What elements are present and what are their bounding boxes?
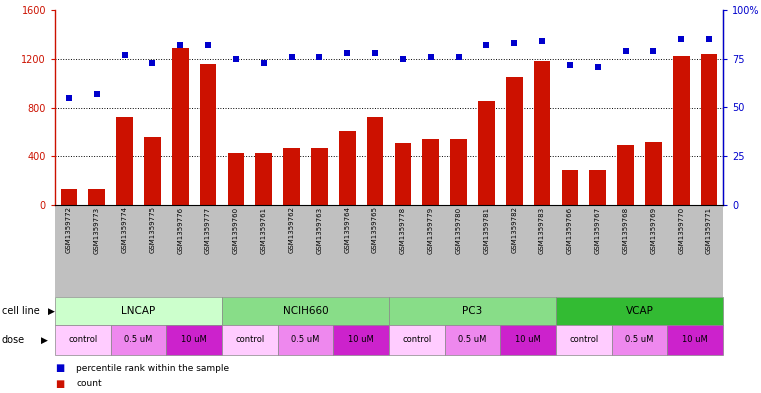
Point xyxy=(202,42,214,48)
Bar xyxy=(311,148,328,205)
Bar xyxy=(478,101,495,205)
Point xyxy=(230,55,242,62)
Point xyxy=(536,38,548,44)
Point xyxy=(341,50,353,56)
Text: 0.5 uM: 0.5 uM xyxy=(626,336,654,345)
Text: ▶: ▶ xyxy=(48,307,56,316)
Point xyxy=(258,59,270,66)
Bar xyxy=(228,152,244,205)
Bar xyxy=(617,145,634,205)
Text: dose: dose xyxy=(2,335,24,345)
Point xyxy=(453,54,465,60)
Text: 0.5 uM: 0.5 uM xyxy=(458,336,487,345)
Bar xyxy=(199,64,216,205)
Text: control: control xyxy=(569,336,598,345)
Point xyxy=(508,40,521,46)
Text: 10 uM: 10 uM xyxy=(683,336,708,345)
Bar xyxy=(88,189,105,205)
Bar xyxy=(590,170,606,205)
Bar xyxy=(367,117,384,205)
Text: control: control xyxy=(235,336,265,345)
Point xyxy=(369,50,381,56)
Bar xyxy=(144,137,161,205)
Point xyxy=(119,52,131,58)
Text: 10 uM: 10 uM xyxy=(515,336,541,345)
Text: 10 uM: 10 uM xyxy=(181,336,207,345)
Bar xyxy=(451,139,467,205)
Point xyxy=(619,48,632,54)
Bar xyxy=(422,139,439,205)
Point xyxy=(703,36,715,42)
Point xyxy=(91,91,103,97)
Bar xyxy=(506,77,523,205)
Bar xyxy=(701,54,718,205)
Point xyxy=(285,54,298,60)
Point xyxy=(396,55,409,62)
Bar xyxy=(116,117,133,205)
Bar xyxy=(283,148,300,205)
Text: 0.5 uM: 0.5 uM xyxy=(124,336,153,345)
Text: NCIH660: NCIH660 xyxy=(282,306,328,316)
Point xyxy=(564,61,576,68)
Bar xyxy=(339,130,355,205)
Text: ▶: ▶ xyxy=(41,336,49,345)
Text: control: control xyxy=(403,336,431,345)
Text: cell line: cell line xyxy=(2,306,40,316)
Bar xyxy=(61,189,78,205)
Text: PC3: PC3 xyxy=(463,306,482,316)
Text: LNCAP: LNCAP xyxy=(121,306,156,316)
Text: percentile rank within the sample: percentile rank within the sample xyxy=(76,364,229,373)
Text: ■: ■ xyxy=(55,363,64,373)
Text: count: count xyxy=(76,379,102,388)
Text: VCAP: VCAP xyxy=(626,306,654,316)
Point xyxy=(648,48,660,54)
Bar xyxy=(673,56,689,205)
Bar xyxy=(533,61,550,205)
Text: ■: ■ xyxy=(55,378,64,389)
Point xyxy=(174,42,186,48)
Point xyxy=(314,54,326,60)
Point xyxy=(63,95,75,101)
Bar xyxy=(562,170,578,205)
Bar xyxy=(172,48,189,205)
Bar xyxy=(256,152,272,205)
Point xyxy=(480,42,492,48)
Point xyxy=(591,63,603,70)
Point xyxy=(146,59,158,66)
Text: 0.5 uM: 0.5 uM xyxy=(291,336,320,345)
Bar xyxy=(645,141,662,205)
Text: 10 uM: 10 uM xyxy=(349,336,374,345)
Point xyxy=(675,36,687,42)
Point xyxy=(425,54,437,60)
Bar xyxy=(394,143,411,205)
Text: control: control xyxy=(68,336,97,345)
